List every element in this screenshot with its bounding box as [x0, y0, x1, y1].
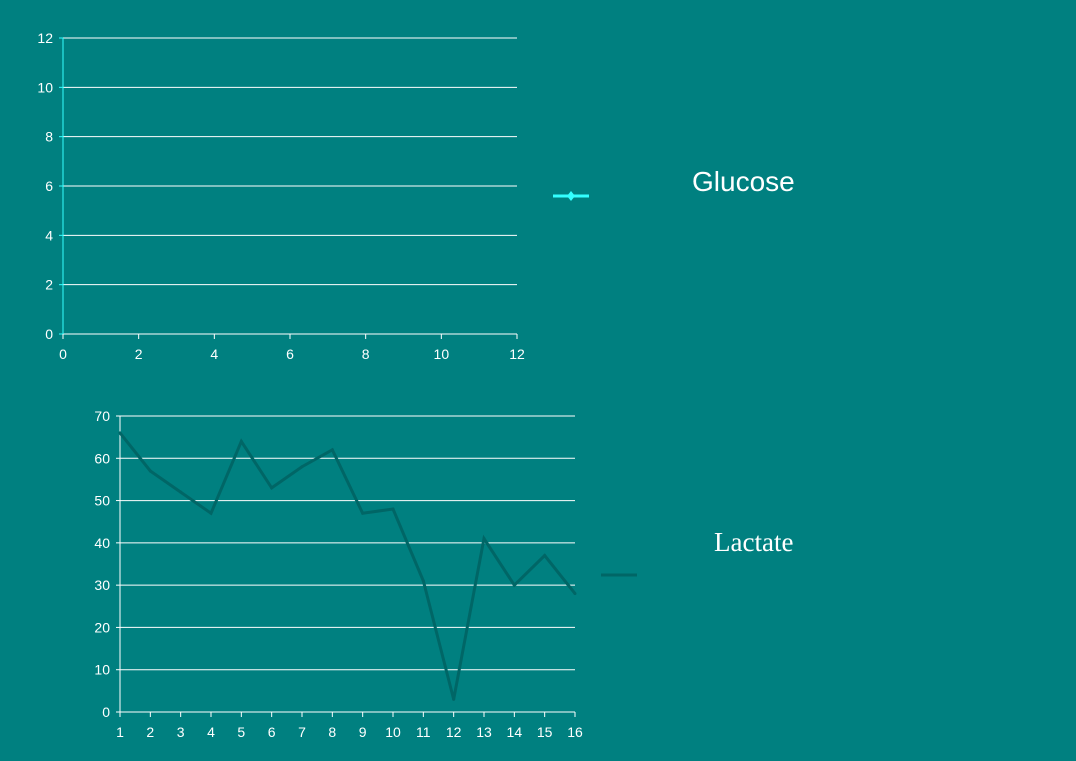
glucose-axes [59, 37, 518, 339]
glucose-y-tick-labels: 0 2 4 6 8 10 12 [37, 30, 53, 342]
lactate-data-point [361, 511, 365, 515]
glucose-legend-label: Glucose [692, 166, 795, 197]
lactate-x-tick-label: 4 [207, 724, 215, 740]
lactate-y-tick-label: 20 [94, 619, 110, 635]
lactate-data-point [512, 583, 516, 587]
lactate-y-tick-label: 30 [94, 577, 110, 593]
lactate-x-tick-labels: 1 2 3 4 5 6 7 8 9 10 11 12 13 14 15 16 [116, 724, 583, 740]
glucose-legend: Glucose [553, 166, 795, 201]
lactate-x-tick-label: 7 [298, 724, 306, 740]
lactate-gridlines [120, 415, 575, 671]
lactate-data-point [300, 465, 304, 469]
glucose-legend-diamond-marker [567, 191, 575, 201]
lactate-data-point [148, 469, 152, 473]
glucose-y-tick-label: 6 [45, 178, 53, 194]
lactate-x-tick-label: 2 [146, 724, 154, 740]
lactate-y-tick-label: 50 [94, 493, 110, 509]
lactate-data-point [421, 579, 425, 583]
glucose-gridlines [63, 37, 517, 286]
lactate-y-tick-label: 0 [102, 704, 110, 720]
lactate-legend: Lactate [601, 527, 793, 577]
lactate-data-point [330, 448, 334, 452]
lactate-data-point [239, 439, 243, 443]
glucose-x-tick-label: 12 [509, 346, 525, 362]
glucose-x-tick-label: 10 [434, 346, 450, 362]
lactate-series-line [118, 431, 577, 700]
glucose-y-tick-label: 0 [45, 326, 53, 342]
lactate-x-tick-label: 5 [237, 724, 245, 740]
glucose-y-tick-label: 12 [37, 30, 53, 46]
glucose-chart: 0 2 4 6 8 10 12 0 2 4 6 8 10 12 Glucose [37, 30, 794, 362]
lactate-y-tick-label: 60 [94, 450, 110, 466]
glucose-x-tick-labels: 0 2 4 6 8 10 12 [59, 346, 525, 362]
lactate-data-point [573, 592, 577, 596]
lactate-x-tick-label: 6 [268, 724, 276, 740]
glucose-y-tick-label: 4 [45, 227, 53, 243]
glucose-y-tick-label: 8 [45, 129, 53, 145]
lactate-x-tick-label: 12 [446, 724, 462, 740]
lactate-x-tick-label: 15 [537, 724, 553, 740]
lactate-data-point [118, 431, 122, 435]
lactate-data-point [270, 486, 274, 490]
glucose-x-tick-label: 4 [210, 346, 218, 362]
lactate-x-tick-label: 14 [507, 724, 523, 740]
glucose-y-tick-label: 2 [45, 277, 53, 293]
lactate-y-tick-label: 70 [94, 408, 110, 424]
lactate-data-point [179, 490, 183, 494]
lactate-x-tick-label: 3 [177, 724, 185, 740]
glucose-x-tick-label: 2 [135, 346, 143, 362]
lactate-x-tick-label: 10 [385, 724, 401, 740]
lactate-x-tick-label: 8 [328, 724, 336, 740]
glucose-y-tick-label: 10 [37, 79, 53, 95]
glucose-x-tick-label: 0 [59, 346, 67, 362]
lactate-data-point [482, 537, 486, 541]
lactate-data-point [209, 511, 213, 515]
lactate-series [118, 431, 577, 701]
lactate-x-tick-label: 1 [116, 724, 124, 740]
lactate-x-tick-label: 11 [416, 724, 431, 740]
glucose-x-tick-label: 8 [362, 346, 370, 362]
lactate-x-tick-label: 13 [476, 724, 492, 740]
lactate-y-tick-label: 40 [94, 535, 110, 551]
lactate-y-tick-label: 10 [94, 662, 110, 678]
lactate-axes [116, 415, 576, 717]
lactate-x-tick-label: 9 [359, 724, 367, 740]
lactate-x-tick-label: 16 [567, 724, 583, 740]
lactate-data-point [543, 554, 547, 558]
glucose-x-tick-label: 6 [286, 346, 294, 362]
lactate-legend-label: Lactate [714, 527, 793, 557]
lactate-data-point [391, 507, 395, 511]
lactate-y-tick-labels: 0 10 20 30 40 50 60 70 [94, 408, 110, 720]
lactate-data-point [452, 697, 456, 701]
